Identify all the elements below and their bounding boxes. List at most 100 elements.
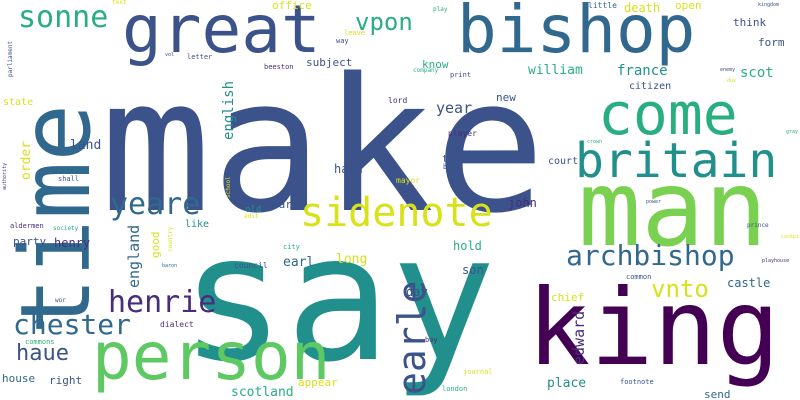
word-castle: castle: [727, 276, 771, 290]
word-vpon: vpon: [355, 8, 413, 36]
word-long: long: [336, 252, 368, 267]
word-henrie: henrie: [108, 285, 217, 320]
word-prince: prince: [747, 222, 769, 229]
word-letter: letter: [187, 53, 213, 61]
word-text: text: [112, 0, 127, 6]
word-sch: sch: [353, 157, 360, 168]
word-house: house: [2, 372, 36, 385]
word-sidenote: sidenote: [300, 190, 493, 236]
word-city: city: [283, 243, 300, 251]
word-bishop: bishop: [457, 0, 696, 68]
word-new: new: [496, 91, 516, 104]
word-state: state: [3, 97, 34, 108]
word-form: form: [758, 36, 785, 49]
word-earl: earl: [283, 255, 315, 270]
word-scot: scot: [740, 65, 774, 81]
word-shall: shall: [58, 175, 80, 183]
word-society: society: [53, 225, 79, 232]
word-tell: tell: [442, 154, 467, 165]
word-person: person: [92, 318, 331, 395]
word-death: death: [624, 1, 661, 15]
word-hold: hold: [453, 239, 482, 253]
word-come: come: [598, 80, 738, 148]
word-man: man: [578, 148, 768, 270]
word-year: year: [436, 99, 473, 117]
word-english: english: [221, 80, 237, 140]
word-power: power: [646, 199, 662, 205]
word-book: book: [443, 163, 460, 171]
word-order: order: [19, 140, 34, 180]
word-authority: authority: [2, 162, 8, 190]
word-make: make: [100, 38, 546, 254]
word-playhouse: playhouse: [762, 258, 790, 264]
word-send: send: [704, 388, 731, 400]
word-land: land: [70, 138, 102, 153]
word-office: office: [272, 0, 312, 12]
word-footnote: footnote: [620, 378, 654, 386]
word-journal: journal: [463, 368, 493, 376]
word-subject: subject: [306, 56, 353, 69]
word-parliament: parliament: [7, 40, 14, 77]
word-britain: britain: [575, 133, 778, 189]
word-archbishop: archbishop: [566, 239, 735, 272]
word-france: france: [617, 63, 668, 79]
word-kingdom: kingdom: [758, 2, 780, 8]
word-dux: dux: [727, 78, 737, 84]
word-appear: appear: [298, 376, 338, 389]
word-london: london: [442, 385, 468, 393]
word-school: school: [225, 176, 232, 198]
word-baron: baron: [162, 263, 178, 269]
word-henry: henry: [54, 236, 91, 250]
word-open: open: [675, 0, 702, 12]
word-old: old: [245, 205, 262, 215]
word-common: common: [626, 273, 652, 281]
word-hand: hand: [334, 162, 363, 176]
word-john: john: [508, 196, 537, 210]
word-like: like: [185, 219, 210, 230]
word-edit: edit: [244, 213, 259, 220]
word-son: son: [462, 263, 484, 277]
word-crown: crown: [587, 139, 603, 145]
word-gray: gray: [786, 129, 799, 135]
word-day: day: [406, 285, 428, 299]
word-commons: commons: [25, 338, 55, 346]
word-council: council: [234, 261, 268, 270]
word-chester: chester: [13, 308, 132, 341]
word-dialect: dialect: [160, 320, 194, 329]
word-aldermen: aldermen: [10, 222, 44, 230]
word-company: company: [413, 67, 439, 74]
word-war: war: [272, 198, 292, 211]
word-beeston: beeston: [264, 63, 294, 71]
word-say: say: [180, 198, 497, 400]
word-great: great: [122, 0, 321, 68]
word-england: england: [125, 224, 143, 288]
word-yeare: yeare: [110, 187, 201, 222]
word-king: king: [527, 267, 780, 389]
word-think: think: [733, 16, 767, 29]
word-print: print: [450, 71, 472, 79]
word-enemy: enemy: [720, 67, 736, 73]
word-sonne: sonne: [18, 0, 109, 35]
word-haue: haue: [16, 341, 69, 366]
word-lord: lord: [388, 96, 408, 105]
word-citizen: citizen: [629, 81, 672, 92]
word-leave: leave: [344, 29, 366, 37]
word-party: party: [13, 235, 47, 248]
word-chief: chief: [551, 291, 585, 304]
word-little: little: [588, 1, 617, 10]
word-edward: edward: [570, 310, 588, 365]
word-boy: boy: [425, 336, 438, 344]
word-cockpit: cockpit: [781, 234, 800, 240]
word-wor: wor: [55, 297, 66, 304]
word-way: way: [336, 37, 349, 45]
word-place: place: [547, 376, 587, 391]
word-william: william: [528, 63, 583, 78]
word-mayor: mayor: [396, 176, 421, 185]
word-court: court: [548, 156, 579, 167]
word-know: know: [422, 58, 449, 71]
word-play: play: [433, 6, 448, 13]
word-right: right: [49, 374, 83, 387]
word-player: player: [448, 129, 477, 138]
word-vol: vol: [165, 52, 175, 58]
